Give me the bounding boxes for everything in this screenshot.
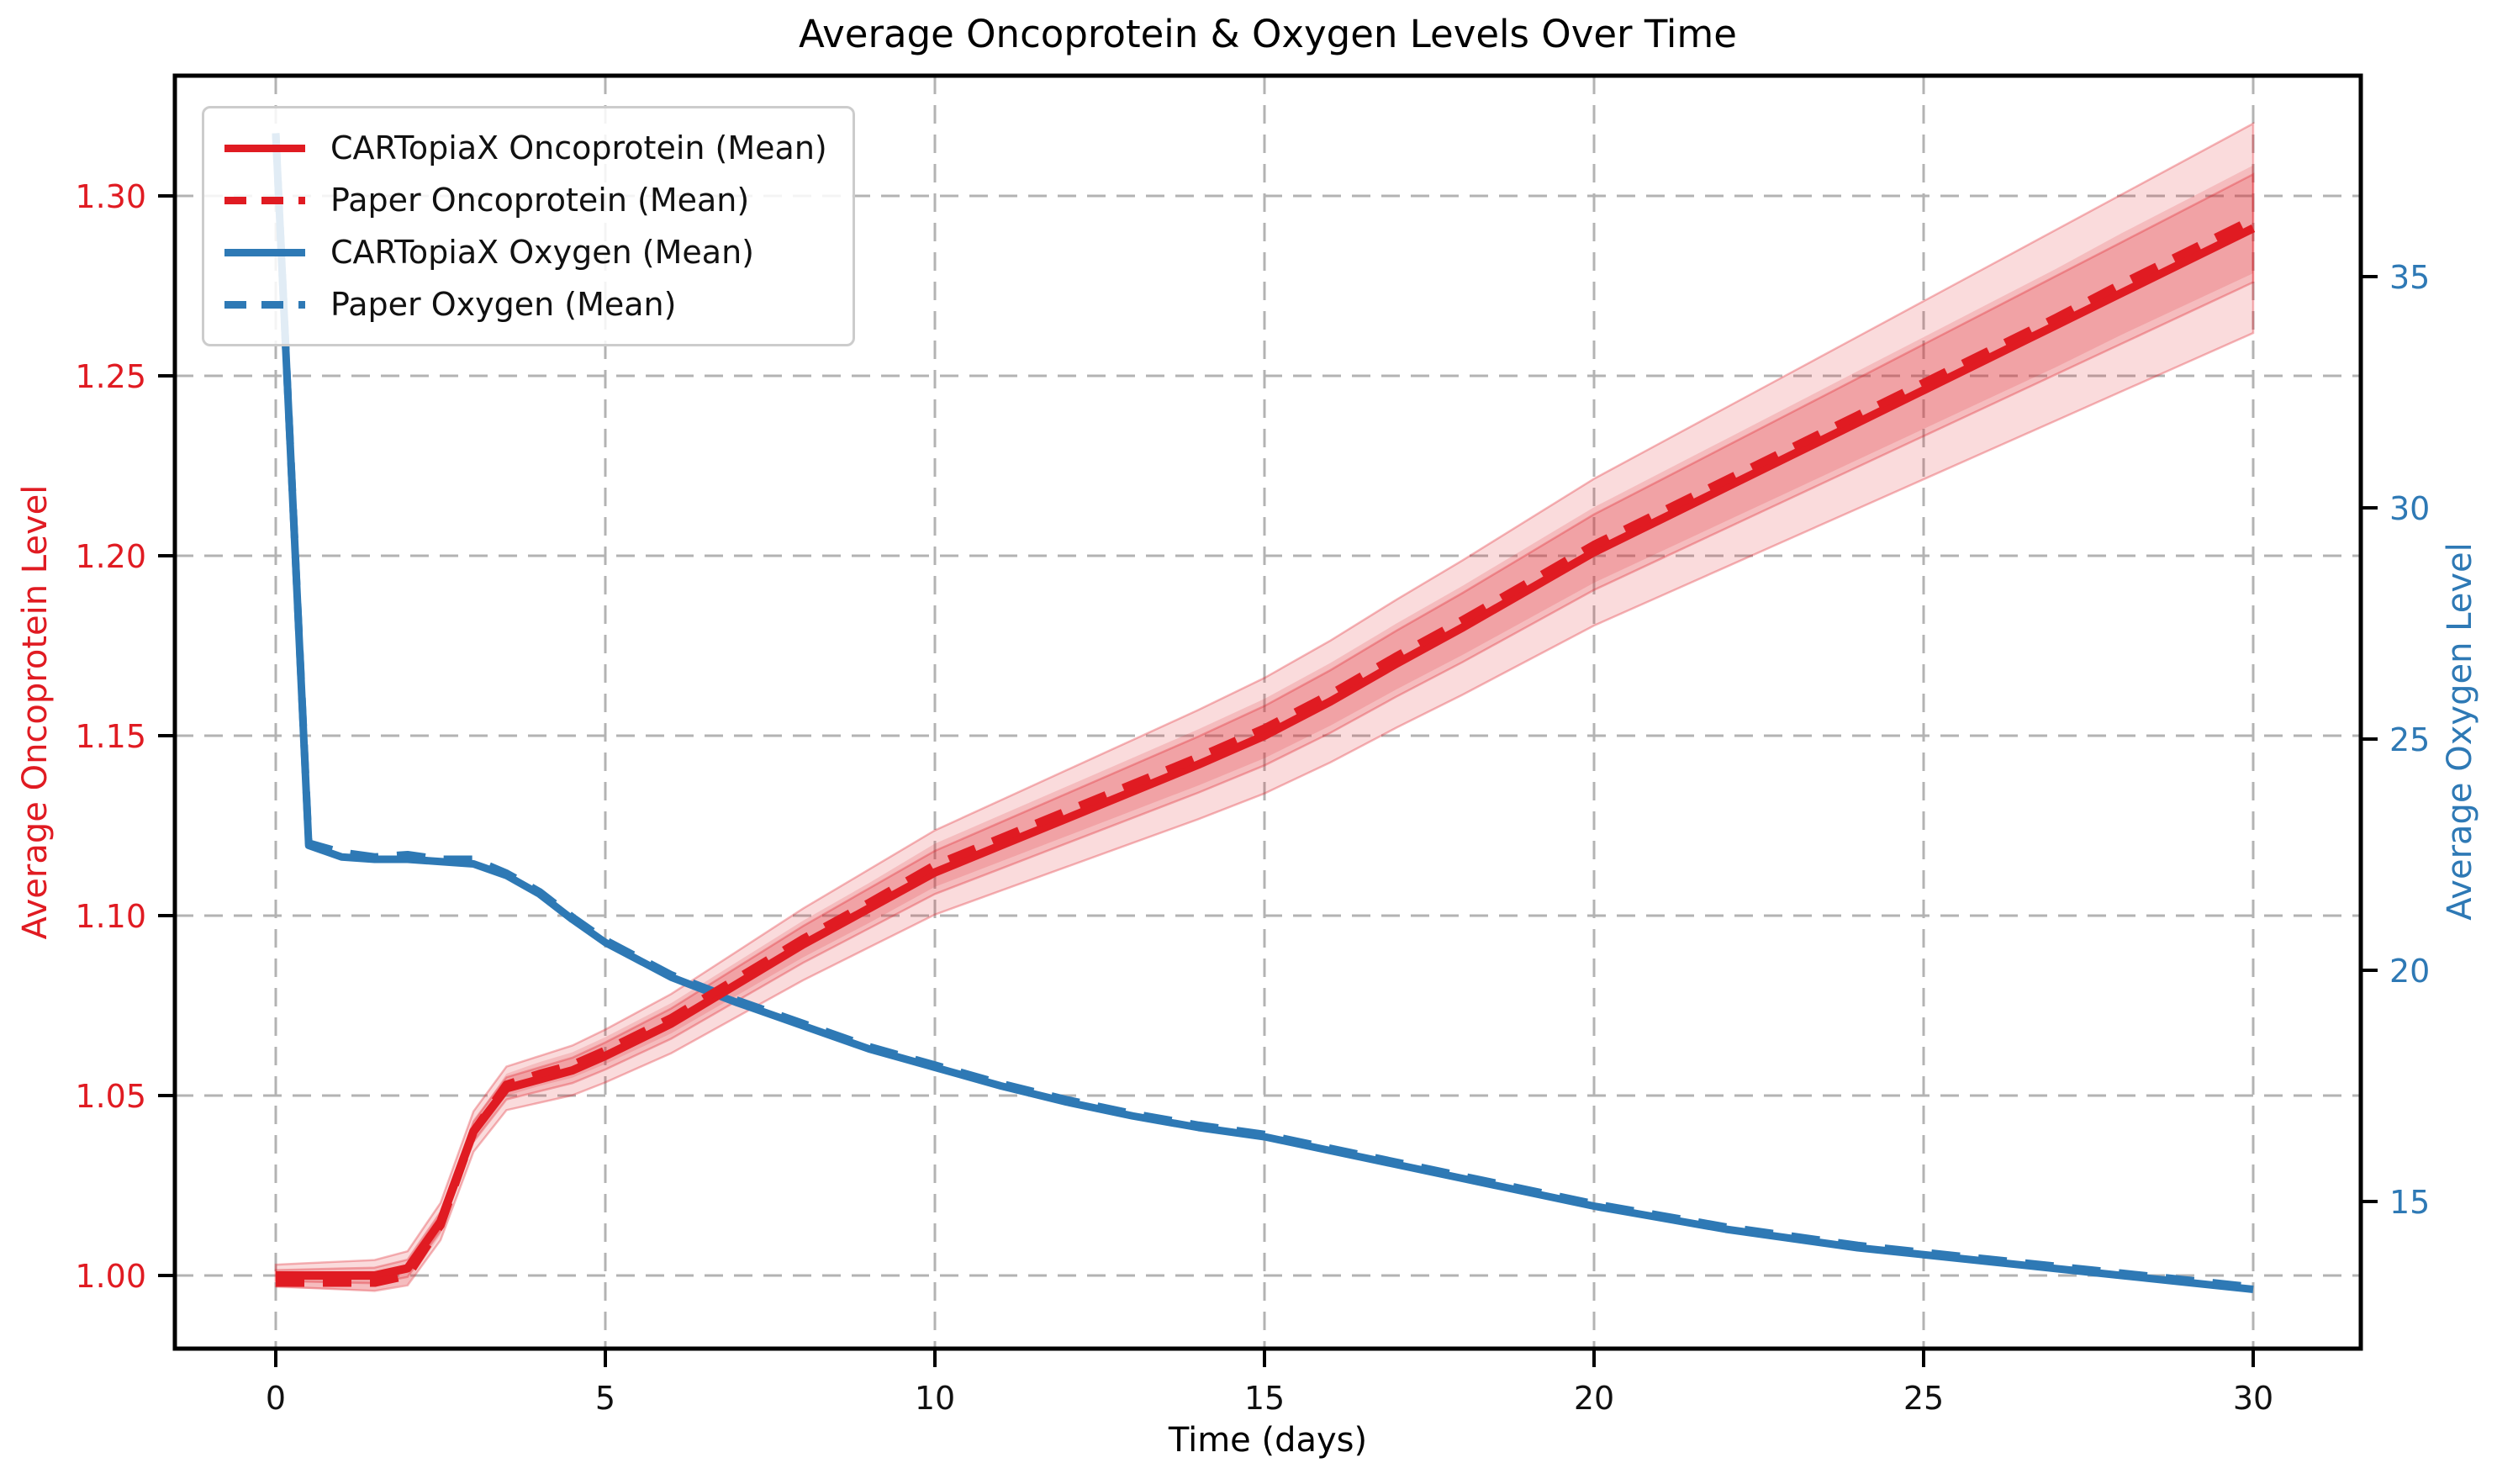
- y-right-tick-label: 30: [2389, 490, 2430, 527]
- legend-label: CARTopiaX Oncoprotein (Mean): [330, 129, 827, 166]
- legend-item-paper-oxygen: Paper Oxygen (Mean): [224, 278, 827, 330]
- x-tick-label: 10: [915, 1380, 955, 1417]
- y-axis-label-left: Average Oncoprotein Level: [16, 484, 55, 940]
- y-right-tick-label: 20: [2389, 953, 2430, 990]
- y-right-tick-label: 15: [2389, 1184, 2430, 1221]
- legend-line-solid-blue: [224, 248, 305, 256]
- y-left-tick-label: 1.30: [75, 178, 146, 215]
- cartopiax-oncoprotein-line: [276, 224, 2256, 1280]
- x-tick-label: 20: [1574, 1380, 1614, 1417]
- x-tick-label: 15: [1244, 1380, 1285, 1417]
- x-axis-label: Time (days): [1168, 1421, 1368, 1460]
- legend-line-dashed-red: [224, 196, 305, 204]
- paper-oxygen-line: [272, 133, 2254, 1291]
- y-left-tick-label: 1.10: [75, 898, 146, 935]
- legend-label: CARTopiaX Oxygen (Mean): [330, 234, 754, 271]
- y-left-tick-label: 1.15: [75, 718, 146, 755]
- y-left-tick-label: 1.00: [75, 1258, 146, 1295]
- legend: CARTopiaX Oncoprotein (Mean) Paper Oncop…: [202, 106, 855, 346]
- y-right-tick-label: 35: [2389, 259, 2430, 296]
- x-tick-label: 0: [266, 1380, 286, 1417]
- y-right-tick-label: 25: [2389, 721, 2430, 758]
- y-left-tick-label: 1.05: [75, 1078, 146, 1115]
- legend-item-paper-oncoprotein: Paper Oncoprotein (Mean): [224, 174, 827, 226]
- x-tick-label: 25: [1903, 1380, 1944, 1417]
- legend-item-cartopiax-oncoprotein: CARTopiaX Oncoprotein (Mean): [224, 122, 827, 174]
- plot-frame: [172, 73, 2363, 1351]
- legend-line-solid-red: [224, 144, 305, 152]
- legend-line-dashed-blue: [224, 300, 305, 309]
- y-left-tick-label: 1.20: [75, 538, 146, 575]
- x-tick-label: 30: [2233, 1380, 2273, 1417]
- x-tick-label: 5: [595, 1380, 615, 1417]
- y-axis-label-right: Average Oxygen Level: [2441, 542, 2479, 921]
- legend-label: Paper Oncoprotein (Mean): [330, 182, 750, 219]
- chart-title: Average Oncoprotein & Oxygen Levels Over…: [799, 12, 1737, 56]
- legend-label: Paper Oxygen (Mean): [330, 286, 677, 323]
- oncoprotein-outer-band: [274, 121, 2255, 1292]
- y-left-tick-label: 1.25: [75, 358, 146, 395]
- legend-item-cartopiax-oxygen: CARTopiaX Oxygen (Mean): [224, 226, 827, 278]
- paper-oncoprotein-line: [276, 215, 2256, 1287]
